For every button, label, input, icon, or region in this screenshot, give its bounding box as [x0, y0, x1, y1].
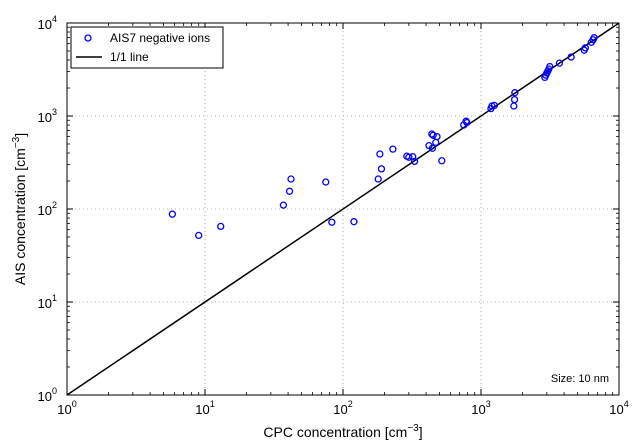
legend-label-ais7: AIS7 negative ions	[110, 31, 210, 45]
size-annotation: Size: 10 nm	[551, 373, 609, 385]
data-point	[463, 118, 471, 127]
x-axis-label: CPC concentration [cm−3]	[263, 423, 422, 440]
data-point	[285, 187, 294, 195]
data-point	[328, 218, 336, 226]
data-point	[322, 178, 330, 186]
data-point	[350, 218, 358, 226]
data-point	[438, 157, 446, 165]
y-tick-label: 100	[38, 386, 57, 404]
tick-labels: 100 101 102 103 104 100 101 102 103 104	[38, 14, 629, 417]
data-point	[376, 150, 384, 158]
data-point	[567, 53, 575, 61]
data-point	[410, 157, 419, 166]
data-point	[287, 175, 295, 183]
x-tick-label: 101	[195, 399, 214, 417]
plot-frame	[66, 22, 620, 396]
data-point	[405, 153, 413, 161]
data-point	[389, 145, 397, 153]
data-point	[429, 131, 437, 139]
x-tick-label: 104	[609, 399, 628, 417]
data-point	[377, 165, 386, 173]
data-point	[590, 34, 598, 42]
data-point	[433, 132, 441, 141]
data-point	[555, 59, 564, 67]
y-tick-label: 103	[38, 107, 57, 125]
data-point	[195, 231, 203, 240]
data-point	[581, 44, 589, 52]
legend-box	[70, 26, 224, 69]
y-tick-label: 101	[38, 293, 57, 311]
data-point	[490, 101, 499, 110]
x-tick-label: 102	[333, 399, 352, 417]
y-tick-label: 104	[38, 14, 57, 32]
y-tick-label: 102	[38, 200, 57, 218]
data-point	[168, 210, 177, 218]
y-axis-label: AIS concentration [cm−3]	[11, 133, 28, 285]
one-to-one-line-layer	[66, 22, 620, 396]
data-point	[217, 222, 225, 231]
data-point	[374, 175, 382, 183]
one-to-one-line	[66, 22, 620, 396]
data-point	[511, 89, 519, 97]
data-point	[510, 95, 519, 104]
data-point	[546, 62, 554, 71]
legend: AIS7 negative ions 1/1 line	[70, 26, 224, 69]
data-point	[279, 201, 288, 209]
data-points	[168, 34, 598, 240]
x-tick-label: 103	[471, 399, 490, 417]
data-point	[428, 144, 437, 152]
legend-marker-circle	[84, 34, 92, 42]
x-tick-label: 100	[57, 399, 76, 417]
legend-label-one-to-one: 1/1 line	[110, 50, 149, 64]
